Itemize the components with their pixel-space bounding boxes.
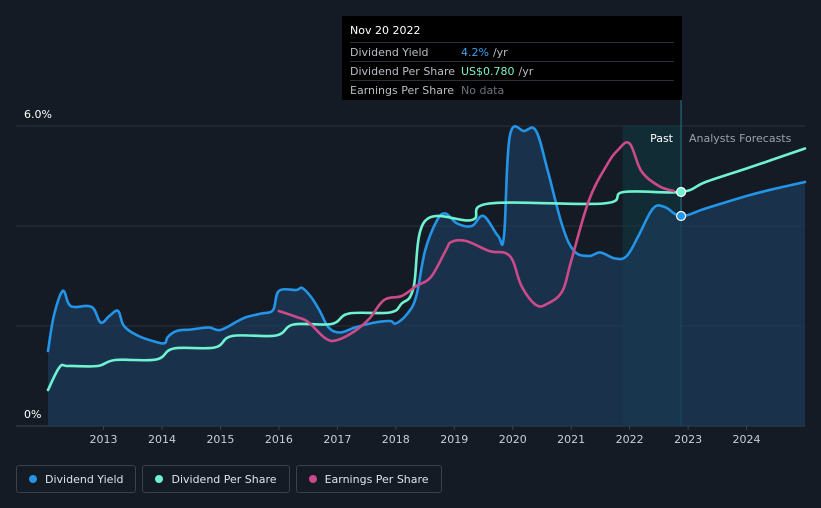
legend-item-dividend-per-share[interactable]: Dividend Per Share <box>142 465 290 493</box>
y-label-top: 6.0% <box>24 108 52 121</box>
legend-dot-icon <box>308 475 317 483</box>
x-axis-ticks: 2013 2014 2015 2016 2017 2018 2019 2020 2021 2022… <box>90 426 761 446</box>
tooltip-date: Nov 20 2022 <box>350 24 421 37</box>
x-tick-label: 2013 <box>90 433 118 446</box>
dividend-yield-area <box>48 126 805 426</box>
x-tick-label: 2021 <box>557 433 585 446</box>
series-lines <box>46 125 807 392</box>
tooltip-row-eps: Earnings Per Share No data <box>350 80 674 99</box>
legend-label: Dividend Per Share <box>171 472 277 486</box>
legend-dot-icon <box>155 475 164 483</box>
tooltip-value: 4.2% <box>461 46 489 59</box>
tooltip-value: No data <box>461 84 505 97</box>
x-tick-label: 2016 <box>265 433 293 446</box>
chart-tooltip: Nov 20 2022 Dividend Yield 4.2% /yr Divi… <box>342 16 682 100</box>
tooltip-unit: /yr <box>518 65 534 78</box>
y-label-bottom: 0% <box>24 408 41 421</box>
x-tick-label: 2015 <box>206 433 234 446</box>
legend-item-dividend-yield[interactable]: Dividend Yield <box>16 465 137 493</box>
x-tick-label: 2014 <box>148 433 176 446</box>
dividend-yield-marker <box>675 210 687 222</box>
dividend-per-share-line <box>46 147 807 392</box>
x-tick-label: 2017 <box>323 433 351 446</box>
x-tick-label: 2019 <box>440 433 468 446</box>
legend-item-earnings-per-share[interactable]: Earnings Per Share <box>295 465 442 493</box>
tooltip-row-yield: Dividend Yield 4.2% /yr <box>350 42 674 61</box>
tooltip-label: Dividend Yield <box>350 46 429 59</box>
series-markers <box>675 186 687 222</box>
earnings-per-share-line <box>277 141 675 343</box>
x-tick-label: 2018 <box>382 433 410 446</box>
legend-dot-icon <box>29 475 37 483</box>
chart-legend: Dividend Yield Dividend Per Share Earnin… <box>16 465 442 493</box>
tooltip-unit: /yr <box>492 46 508 59</box>
legend-label: Earnings Per Share <box>324 472 429 486</box>
legend-label: Dividend Yield <box>45 472 124 486</box>
x-tick-label: 2020 <box>499 433 527 446</box>
tooltip-row-dps: Dividend Per Share US$0.780 /yr <box>350 61 674 80</box>
dividend-yield-line <box>46 125 807 353</box>
forecast-label: Analysts Forecasts <box>689 132 792 145</box>
x-tick-label: 2022 <box>616 433 644 446</box>
past-label: Past <box>650 132 674 145</box>
x-tick-label: 2024 <box>733 433 761 446</box>
dividend-per-share-marker <box>675 186 687 198</box>
tooltip-label: Earnings Per Share <box>350 84 455 97</box>
series-fills <box>48 126 805 426</box>
x-tick-label: 2023 <box>674 433 702 446</box>
tooltip-value: US$0.780 <box>461 65 515 78</box>
tooltip-label: Dividend Per Share <box>350 65 456 78</box>
